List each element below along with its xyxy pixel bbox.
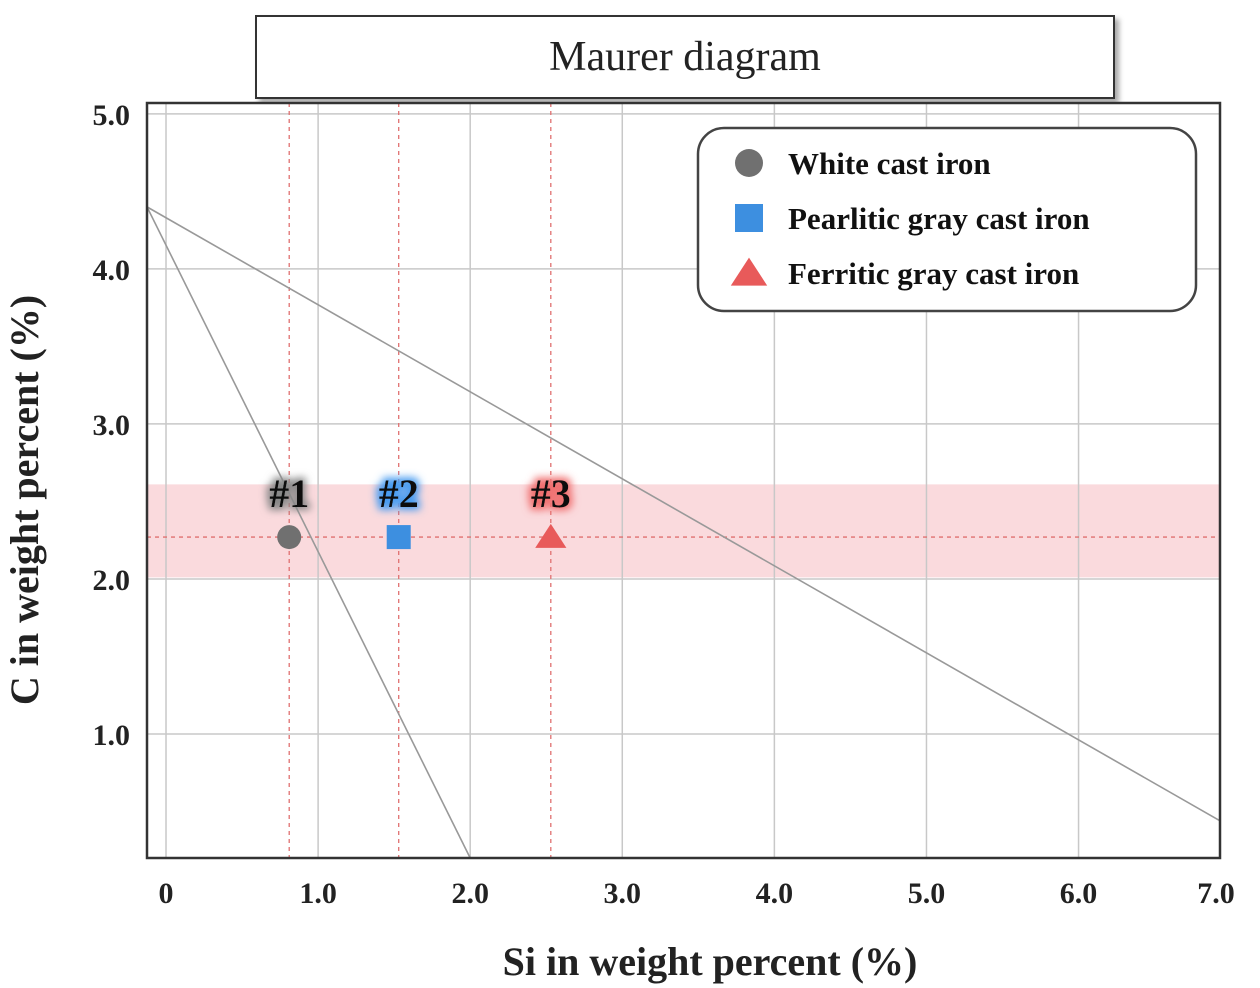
- shaded-band: [147, 484, 1220, 578]
- y-tick-label: 2.0: [93, 564, 131, 597]
- point-label: #3: [531, 471, 571, 516]
- boundary-line: [146, 206, 471, 859]
- data-point-triangle: [535, 523, 567, 548]
- legend-triangle-icon: [730, 257, 768, 286]
- data-point-square: [386, 525, 411, 550]
- legend-entry: White cast iron: [788, 146, 991, 181]
- point-label: #1: [269, 471, 309, 516]
- x-tick-label: 2.0: [451, 877, 489, 910]
- legend-entry: Pearlitic gray cast iron: [788, 201, 1090, 236]
- y-tick-label: 5.0: [93, 99, 131, 132]
- x-tick-label: 1.0: [299, 877, 337, 910]
- x-tick-label: 3.0: [604, 877, 642, 910]
- y-tick-label: 1.0: [93, 719, 131, 752]
- boundary-line: [146, 206, 1221, 822]
- point-label: #2: [379, 471, 419, 516]
- legend-circle-icon: [735, 149, 763, 177]
- x-tick-label: 4.0: [756, 877, 794, 910]
- x-axis-label: Si in weight percent (%): [503, 939, 918, 984]
- x-tick-label: 6.0: [1060, 877, 1098, 910]
- x-tick-label: 0: [159, 877, 174, 910]
- legend-entry: Ferritic gray cast iron: [788, 256, 1079, 291]
- y-tick-label: 4.0: [93, 254, 131, 287]
- plot-frame: [145, 101, 1222, 860]
- legend: White cast iron Pearlitic gray cast iron F…: [696, 126, 1198, 313]
- legend-box: [696, 126, 1198, 313]
- x-tick-label: 5.0: [908, 877, 946, 910]
- y-axis-label: C in weight percent (%): [2, 295, 47, 705]
- data-point-circle: [277, 525, 302, 550]
- x-tick-label: 7.0: [1197, 877, 1235, 910]
- y-tick-label: 3.0: [93, 409, 131, 442]
- chart-title: Maurer diagram: [255, 15, 1115, 99]
- legend-square-icon: [735, 204, 763, 232]
